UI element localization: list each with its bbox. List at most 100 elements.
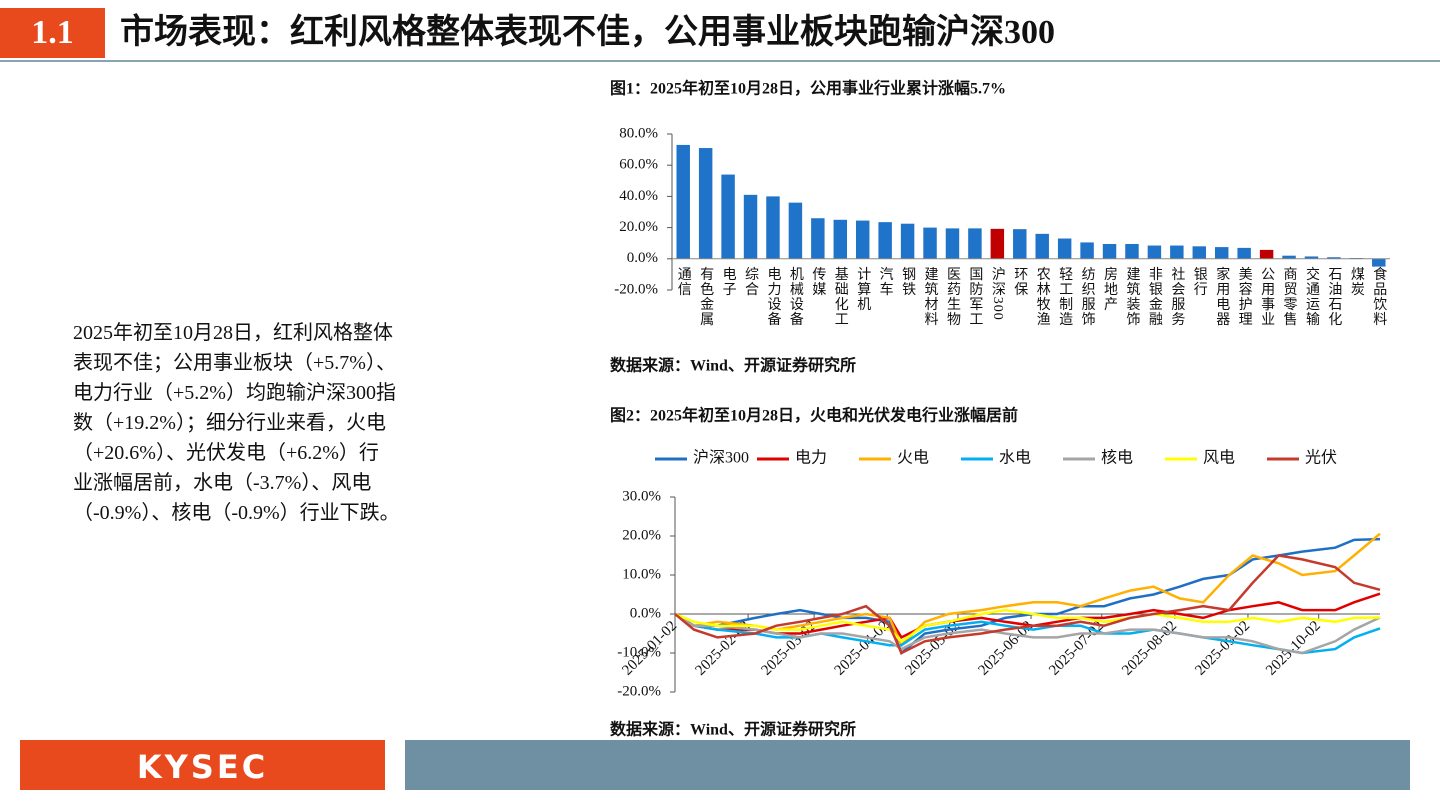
y-tick-label: 30.0%: [622, 488, 661, 504]
x-tick-label: 钢铁: [900, 267, 916, 297]
x-tick-label: 美容护理: [1237, 267, 1253, 327]
x-tick-label: 综合: [743, 267, 759, 297]
bar: [1282, 255, 1296, 259]
x-tick-label: 建筑装饰: [1124, 267, 1140, 327]
y-tick-label: 80.0%: [619, 125, 658, 141]
x-tick-label: 有色金属: [698, 267, 714, 327]
body-line: 2025年初至10月28日，红利风格整体: [73, 322, 393, 344]
section-number: 1.1: [0, 8, 105, 58]
body-line: （-0.9%）、核电（-0.9%）行业下跌。: [73, 502, 400, 524]
body-line: 电力行业（+5.2%）均跑输沪深300指: [73, 382, 396, 404]
y-tick-label: -20.0%: [614, 281, 658, 297]
bar: [1304, 256, 1319, 259]
x-tick-label: 石油石化: [1326, 267, 1342, 327]
bar: [766, 196, 780, 259]
y-tick-label: 40.0%: [619, 188, 658, 204]
y-tick-label: -10.0%: [617, 644, 661, 660]
chart-source: 数据来源：Wind、开源证券研究所: [610, 356, 856, 375]
chart-title: 图2：2025年初至10月28日，火电和光伏发电行业涨幅居前: [610, 406, 1018, 425]
y-tick-label: 0.0%: [627, 250, 658, 266]
series-line: [674, 608, 1381, 643]
legend-label: 核电: [1101, 449, 1133, 467]
series-line: [674, 554, 1381, 655]
x-tick-label: 机械设备: [788, 267, 804, 327]
series-line: [674, 612, 1381, 655]
x-tick-label: 交通运输: [1304, 266, 1320, 327]
x-tick-label: 建筑材料: [923, 267, 939, 327]
body-text: 2025年初至10月28日，红利风格整体 表现不佳；公用事业板块（+5.7%）、电…: [73, 318, 400, 528]
bar: [1327, 257, 1341, 259]
x-tick-label: 煤炭: [1349, 267, 1365, 297]
x-tick-label: 公用事业: [1259, 267, 1275, 327]
bar: [1192, 246, 1207, 259]
bar: [788, 202, 803, 259]
x-tick-label: 通信: [676, 267, 692, 297]
bar: [1170, 245, 1184, 259]
bar: [721, 174, 735, 259]
legend-label: 风电: [1203, 449, 1235, 467]
bar: [1147, 245, 1162, 259]
y-tick-label: 0.0%: [630, 605, 661, 621]
x-tick-label: 电子: [721, 267, 737, 297]
bar: [923, 227, 937, 259]
y-tick-label: 60.0%: [619, 157, 658, 173]
bar: [1080, 242, 1094, 259]
body-line: （+20.6%）、光伏发电（+6.2%）行: [73, 442, 379, 464]
body-line: 数（+19.2%）；细分行业来看，火电: [73, 412, 386, 434]
x-tick-label: 医药生物: [945, 267, 961, 327]
bar: [811, 218, 825, 259]
bar: [900, 223, 915, 259]
bar: [1125, 243, 1139, 259]
bar: [743, 194, 758, 259]
bar: [1035, 233, 1049, 259]
y-tick-label: -20.0%: [617, 683, 661, 699]
x-tick-label: 纺织服饰: [1080, 267, 1096, 327]
chart-title: 图1：2025年初至10月28日，公用事业行业累计涨幅5.7%: [610, 79, 1006, 98]
x-tick-label: 环保: [1012, 267, 1028, 297]
bar: [990, 228, 1005, 259]
x-tick-label: 社会服务: [1169, 267, 1185, 327]
x-tick-label: 房地产: [1102, 267, 1118, 312]
bar: [1102, 243, 1117, 259]
legend-label: 水电: [999, 449, 1031, 467]
x-tick-label: 家用电器: [1214, 266, 1230, 327]
x-tick-label: 传媒: [810, 267, 826, 297]
bar: [1013, 229, 1027, 259]
x-tick-label: 农林牧渔: [1035, 267, 1051, 327]
body-line: 表现不佳；公用事业板块（+5.7%）、: [73, 352, 396, 374]
bar: [1372, 258, 1386, 267]
bar: [968, 228, 982, 259]
x-tick-label: 食品饮料: [1371, 266, 1387, 327]
body-line: 业涨幅居前，水电（-3.7%）、风电: [73, 472, 372, 494]
bar: [855, 220, 870, 259]
x-tick-label: 基础化工: [833, 266, 849, 327]
x-tick-label: 商贸零售: [1282, 267, 1298, 327]
slide-title: 市场表现：红利风格整体表现不佳，公用事业板块跑输沪深300: [120, 14, 1055, 51]
bar: [833, 219, 848, 259]
bar: [1214, 247, 1229, 259]
y-tick-label: 20.0%: [619, 219, 658, 235]
logo: KYSEC: [20, 740, 385, 790]
footer-bar: [405, 740, 1410, 790]
x-tick-label: 轻工制造: [1057, 267, 1073, 327]
y-tick-label: 10.0%: [622, 566, 661, 582]
series-line: [674, 537, 1381, 656]
x-tick-label: 沪深300: [990, 267, 1006, 321]
y-tick-label: 20.0%: [622, 527, 661, 543]
x-tick-label: 银行: [1192, 267, 1208, 297]
series-line: [674, 592, 1381, 640]
x-tick-label: 电力设备: [765, 267, 781, 327]
x-tick-label: 非银金融: [1147, 267, 1163, 327]
legend-label: 光伏: [1305, 449, 1337, 467]
bar: [1057, 238, 1072, 259]
bar: [1237, 247, 1251, 259]
bar: [698, 148, 713, 259]
bar: [878, 222, 892, 259]
x-tick-label: 国防军工: [967, 267, 983, 327]
bar: [676, 144, 690, 259]
x-tick-label: 计算机: [855, 267, 871, 312]
x-tick-label: 2025-08-02: [1119, 618, 1180, 679]
legend-label: 沪深300: [693, 449, 749, 467]
